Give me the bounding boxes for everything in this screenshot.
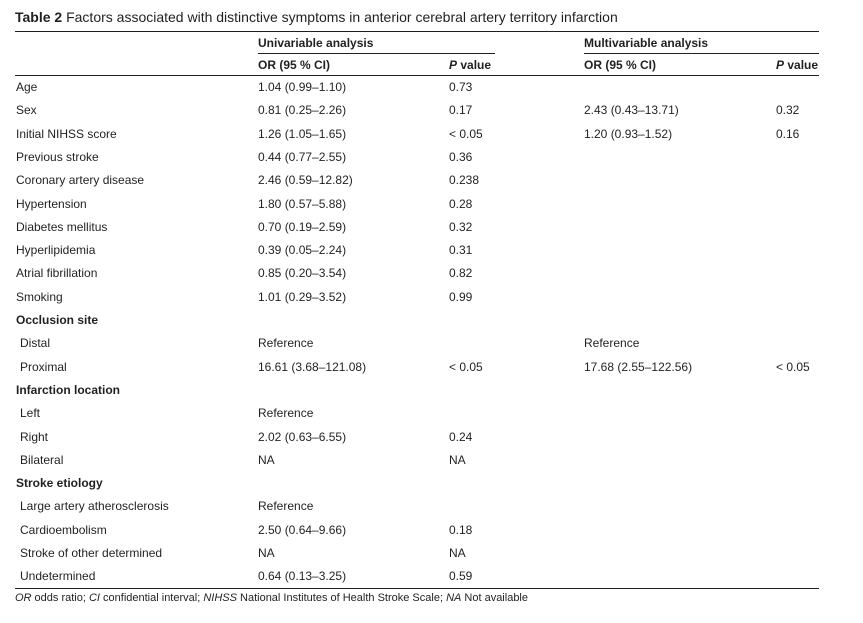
top-rule <box>15 31 819 32</box>
univariable-p-value: 0.59 <box>449 569 473 583</box>
univariable-or: 2.46 (0.59–12.82) <box>258 173 353 187</box>
row-label: Diabetes mellitus <box>16 220 108 234</box>
univariable-or: 0.44 (0.77–2.55) <box>258 150 347 164</box>
row-label: Large artery atherosclerosis <box>20 499 169 513</box>
univariable-p-value: 0.31 <box>449 243 473 257</box>
univariable-p-value: 0.18 <box>449 523 473 537</box>
univariable-p-value: 0.24 <box>449 430 473 444</box>
univariable-or: 1.26 (1.05–1.65) <box>258 127 347 141</box>
univariable-p-value: 0.32 <box>449 220 473 234</box>
univariable-p-value: NA <box>449 546 466 560</box>
multivariable-header: Multivariable analysis <box>584 36 709 50</box>
multivariable-rule <box>584 53 819 54</box>
univariable-p-value: 0.36 <box>449 150 473 164</box>
header-rule <box>15 75 819 76</box>
multivariable-p-value: < 0.05 <box>776 360 810 374</box>
row-label: Initial NIHSS score <box>16 127 117 141</box>
univariable-p-value: 0.73 <box>449 80 473 94</box>
univariable-header: Univariable analysis <box>258 36 374 50</box>
footnote-abbreviation: CI <box>88 592 100 604</box>
univariable-or: 0.39 (0.05–2.24) <box>258 243 347 257</box>
table-caption: Table 2 Factors associated with distinct… <box>15 9 618 25</box>
row-label: Cardioembolism <box>20 523 107 537</box>
section-heading: Occlusion site <box>16 313 99 327</box>
row-label: Hyperlipidemia <box>16 243 96 257</box>
uni-or-header: OR (95 % CI) <box>258 58 331 72</box>
footnote-definition: Not available <box>461 592 528 604</box>
multivariable-or: Reference <box>584 336 640 350</box>
univariable-or: 0.81 (0.25–2.26) <box>258 103 347 117</box>
table-footnote: OR odds ratio; CI confidential interval;… <box>15 592 528 604</box>
table-caption-text: Factors associated with distinctive symp… <box>66 9 618 25</box>
univariable-or: NA <box>258 546 275 560</box>
univariable-or: 0.64 (0.13–3.25) <box>258 569 347 583</box>
multivariable-p-value: 0.16 <box>776 127 800 141</box>
univariable-p-value: < 0.05 <box>449 127 483 141</box>
multivariable-p-value: 0.32 <box>776 103 800 117</box>
univariable-or: 1.80 (0.57–5.88) <box>258 197 347 211</box>
bottom-rule <box>15 588 819 589</box>
row-label: Coronary artery disease <box>16 173 145 187</box>
row-label: Hypertension <box>16 197 87 211</box>
univariable-p-value: < 0.05 <box>449 360 483 374</box>
univariable-or: 2.02 (0.63–6.55) <box>258 430 347 444</box>
table-caption-label: Table 2 <box>15 9 63 25</box>
section-heading: Infarction location <box>16 383 121 397</box>
row-label: Proximal <box>20 360 67 374</box>
row-label: Stroke of other determined <box>20 546 163 560</box>
univariable-or: 2.50 (0.64–9.66) <box>258 523 347 537</box>
footnote-definition: odds ratio; <box>31 592 89 604</box>
multi-p-header: P value <box>776 58 819 72</box>
univariable-or: Reference <box>258 406 314 420</box>
univariable-or: Reference <box>258 499 314 513</box>
footnote-definition: confidential interval; <box>99 592 204 604</box>
footnote-abbreviation: NIHSS <box>203 592 237 604</box>
univariable-p-value: NA <box>449 453 466 467</box>
row-label: Left <box>20 406 41 420</box>
univariable-p-value: 0.99 <box>449 290 473 304</box>
row-label: Sex <box>16 103 37 117</box>
multivariable-or: 2.43 (0.43–13.71) <box>584 103 679 117</box>
row-label: Atrial fibrillation <box>16 266 98 280</box>
row-label: Undetermined <box>20 569 96 583</box>
univariable-or: 1.01 (0.29–3.52) <box>258 290 347 304</box>
univariable-or: Reference <box>258 336 314 350</box>
univariable-rule <box>258 53 495 54</box>
multivariable-or: 17.68 (2.55–122.56) <box>584 360 693 374</box>
footnote-definition: National Institutes of Health Stroke Sca… <box>236 592 447 604</box>
univariable-p-value: 0.28 <box>449 197 473 211</box>
section-heading: Stroke etiology <box>16 476 103 490</box>
univariable-or: 0.85 (0.20–3.54) <box>258 266 347 280</box>
univariable-p-value: 0.238 <box>449 173 480 187</box>
univariable-or: 0.70 (0.19–2.59) <box>258 220 347 234</box>
row-label: Bilateral <box>20 453 64 467</box>
footnote-abbreviation: NA <box>446 592 462 604</box>
univariable-or: 16.61 (3.68–121.08) <box>258 360 367 374</box>
univariable-p-value: 0.17 <box>449 103 473 117</box>
uni-p-header: P value <box>449 58 492 72</box>
univariable-p-value: 0.82 <box>449 266 473 280</box>
footnote-abbreviation: OR <box>15 592 32 604</box>
univariable-or: 1.04 (0.99–1.10) <box>258 80 347 94</box>
row-label: Right <box>20 430 49 444</box>
univariable-or: NA <box>258 453 275 467</box>
row-label: Distal <box>20 336 51 350</box>
row-label: Age <box>16 80 38 94</box>
row-label: Smoking <box>16 290 63 304</box>
row-label: Previous stroke <box>16 150 99 164</box>
multi-or-header: OR (95 % CI) <box>584 58 657 72</box>
multivariable-or: 1.20 (0.93–1.52) <box>584 127 673 141</box>
